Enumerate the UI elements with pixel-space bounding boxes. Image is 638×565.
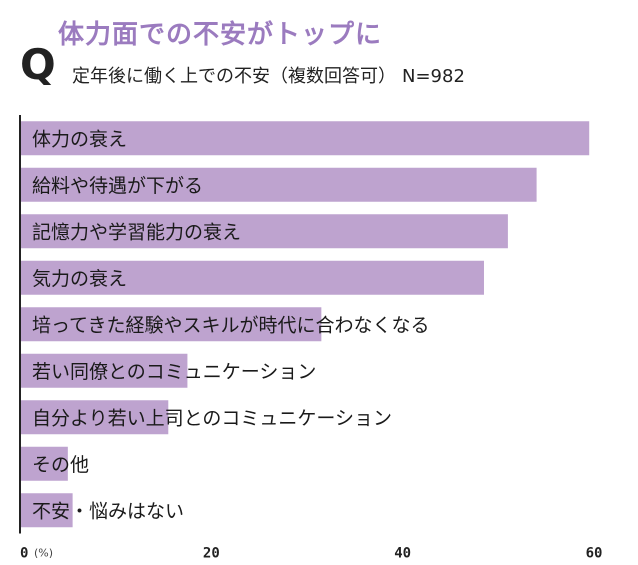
bar [20, 493, 73, 528]
bar [20, 446, 68, 481]
bar [20, 214, 508, 249]
question-label: 定年後に働く上での不安（複数回答可） [72, 66, 396, 87]
bar-label: 給料や待遇が下がる [32, 175, 203, 197]
bar [20, 307, 322, 342]
bar [20, 167, 537, 202]
bar-label: その他 [32, 454, 89, 476]
bar [20, 353, 188, 388]
x-unit-label: (%) [34, 547, 53, 560]
sample-size: N=982 [402, 66, 465, 87]
bar-label: 自分より若い上司とのコミュニケーション [32, 407, 392, 429]
chart-title: 体力面での不安がトップに [58, 20, 383, 50]
x-tick-label: 0 [20, 546, 28, 562]
question-mark: Q [20, 40, 56, 89]
bar-label: 気力の衰え [32, 268, 127, 290]
x-tick-label: 40 [394, 546, 411, 562]
x-tick-label: 20 [203, 546, 220, 562]
bar [20, 260, 484, 295]
question-text: 定年後に働く上での不安（複数回答可） N=982 [72, 62, 465, 88]
bar-label: 記憶力や学習能力の衰え [32, 221, 241, 243]
bar [20, 400, 169, 435]
bar [20, 121, 590, 156]
bar-label: 培ってきた経験やスキルが時代に合わなくなる [32, 314, 429, 336]
bar-label: 不安・悩みはない [32, 500, 184, 522]
bar-label: 体力の衰え [32, 128, 127, 150]
x-tick-label: 60 [586, 546, 603, 562]
bar-label: 若い同僚とのコミュニケーション [32, 361, 316, 383]
